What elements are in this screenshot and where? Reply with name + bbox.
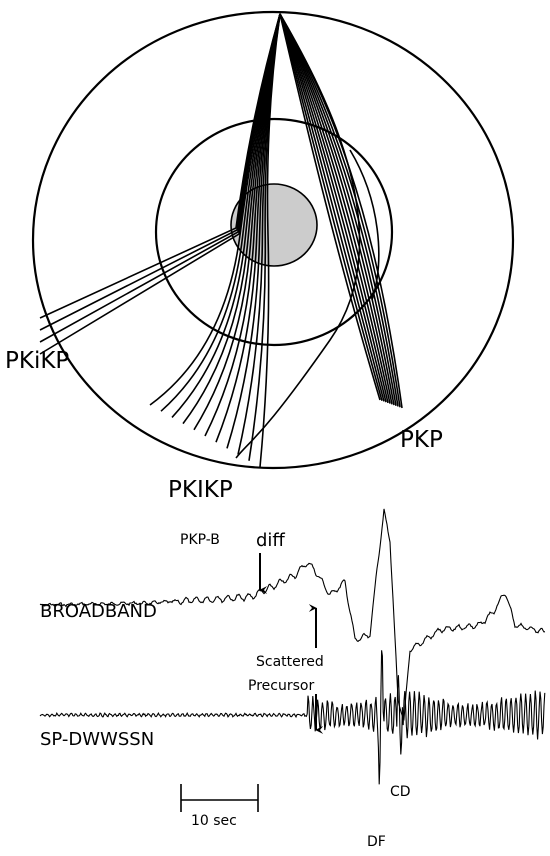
earth-cross-section	[33, 12, 513, 468]
ray-paths	[40, 14, 402, 467]
figure: PKiKP PKP PKIKP PKP-B diff BROADBAND SP-…	[0, 0, 550, 856]
ray-label: PKP	[400, 427, 443, 453]
precursor-label: Precursor	[248, 678, 314, 694]
arrival-label: PKP-B	[180, 532, 220, 548]
scale-label: 10 sec	[191, 813, 237, 829]
ray-label: PKIKP	[168, 477, 233, 503]
scale-bar	[181, 784, 258, 812]
trace-label: BROADBAND	[40, 601, 157, 622]
trace-label: SP-DWWSSN	[40, 729, 154, 750]
arrival-label: CD	[390, 784, 411, 800]
arrival-label: diff	[256, 530, 285, 551]
page: {"ray_diagram": {"labels": {"reflected":…	[0, 0, 550, 856]
short-period-trace	[40, 650, 545, 784]
arrival-label: DF	[367, 834, 386, 850]
ray-label: PKiKP	[5, 348, 69, 374]
precursor-label: Scattered	[256, 654, 324, 670]
